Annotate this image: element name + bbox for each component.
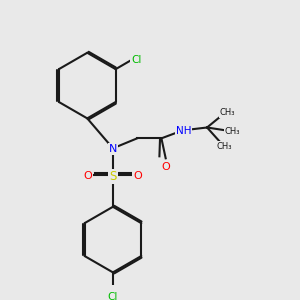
Text: O: O	[161, 162, 170, 172]
Text: CH₃: CH₃	[224, 127, 240, 136]
Text: O: O	[84, 171, 92, 182]
Text: O: O	[134, 171, 142, 182]
Text: S: S	[109, 170, 117, 183]
Text: CH₃: CH₃	[219, 108, 235, 117]
Text: Cl: Cl	[131, 55, 142, 64]
Text: Cl: Cl	[108, 292, 118, 300]
Text: CH₃: CH₃	[217, 142, 233, 151]
Text: NH: NH	[176, 126, 191, 136]
Text: N: N	[109, 144, 117, 154]
